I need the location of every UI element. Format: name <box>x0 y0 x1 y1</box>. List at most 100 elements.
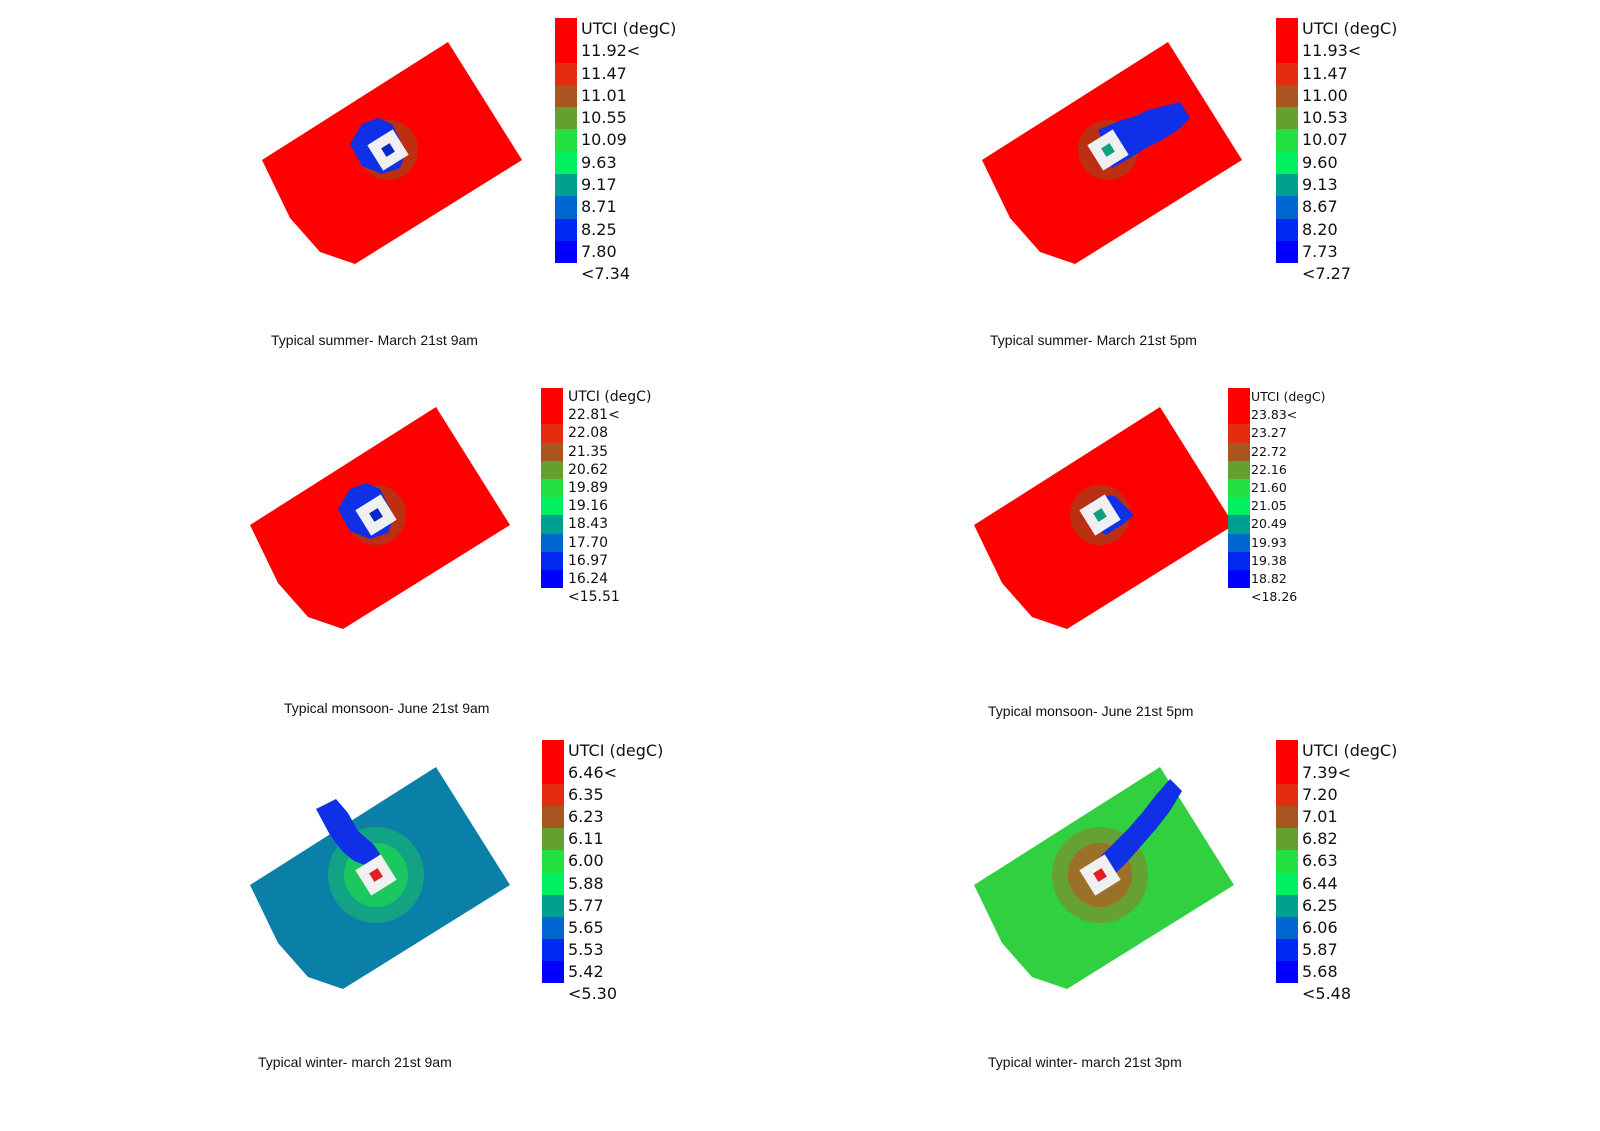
building-courtyard <box>369 868 383 882</box>
building <box>355 854 397 896</box>
legend-swatch <box>542 872 564 895</box>
panel-caption: Typical monsoon- June 21st 5pm <box>988 703 1194 719</box>
legend-label: 22.72 <box>1251 443 1287 459</box>
legend-label: 7.39< <box>1302 763 1352 783</box>
legend-swatch <box>541 569 563 589</box>
legend-swatch <box>555 240 577 264</box>
legend-label: 6.25 <box>1302 895 1338 915</box>
legend-swatch <box>1276 872 1298 895</box>
legend-label: 6.23 <box>568 807 604 827</box>
legend-swatch <box>542 762 564 785</box>
legend-color-bar <box>1276 18 1298 264</box>
legend-swatch <box>1276 107 1298 130</box>
legend-label: 8.71 <box>581 197 617 217</box>
legend-label: <7.27 <box>1302 264 1352 284</box>
legend-swatch <box>541 406 563 425</box>
legend-swatch <box>542 740 564 763</box>
legend-title: UTCI (degC) <box>581 19 677 38</box>
legend-label: 5.88 <box>568 873 604 893</box>
legend-swatch <box>1228 406 1250 425</box>
utci-map <box>250 407 510 629</box>
legend-swatch <box>542 916 564 939</box>
legend-label: 18.43 <box>568 516 609 533</box>
panel-caption: Typical winter- march 21st 9am <box>258 1054 452 1070</box>
shadow-zone <box>316 799 382 867</box>
legend-swatch <box>542 938 564 961</box>
legend-swatch <box>1276 740 1298 763</box>
legend-label: 16.97 <box>568 552 609 569</box>
legend-label: 6.35 <box>568 785 604 805</box>
legend-label: 9.60 <box>1302 152 1338 172</box>
legend-label: 5.53 <box>568 939 604 959</box>
legend-swatch <box>541 497 563 516</box>
legend-label: 21.35 <box>568 443 609 460</box>
legend-label: 9.17 <box>581 175 617 195</box>
legend-swatch <box>542 960 564 984</box>
legend-swatch <box>555 18 577 41</box>
legend-swatch <box>1276 40 1298 63</box>
utci-map <box>974 407 1234 629</box>
building <box>1079 494 1121 536</box>
legend-swatch <box>1228 569 1250 589</box>
legend-swatch <box>541 533 563 552</box>
legend-label: <5.48 <box>1302 984 1352 1004</box>
legend-label: 5.68 <box>1302 961 1338 981</box>
legend-label: 8.20 <box>1302 219 1338 239</box>
legend-color-bar <box>1228 388 1250 589</box>
legend-swatch <box>1276 218 1298 241</box>
legend-label: 20.62 <box>568 461 609 478</box>
legend-swatch <box>1276 240 1298 264</box>
legend-label: 19.16 <box>568 498 609 515</box>
legend-label: 7.01 <box>1302 807 1338 827</box>
building-courtyard <box>1101 143 1115 157</box>
legend-label: 17.70 <box>568 534 609 551</box>
legend-label: 11.92< <box>581 41 641 61</box>
legend-swatch <box>1276 196 1298 219</box>
legend-swatch <box>1228 551 1250 570</box>
legend-label: 20.49 <box>1251 516 1287 532</box>
legend-label: 6.44 <box>1302 873 1338 893</box>
legend-label: 7.80 <box>581 241 617 261</box>
legend-swatch <box>541 478 563 498</box>
legend-swatch <box>1228 388 1250 407</box>
legend-label: 5.77 <box>568 895 604 915</box>
building <box>1079 854 1121 896</box>
legend-label: 6.46< <box>568 763 618 783</box>
legend-label: 11.47 <box>581 63 627 83</box>
legend-swatch <box>541 442 563 461</box>
legend-swatch <box>1228 533 1250 552</box>
legend-label: 19.89 <box>568 479 609 496</box>
legend-label: 11.47 <box>1302 63 1348 83</box>
legend-swatch <box>1276 62 1298 85</box>
legend-swatch <box>1228 478 1250 498</box>
legend-title: UTCI (degC) <box>568 389 652 405</box>
legend-color-bar <box>555 18 577 264</box>
legend-label: <5.30 <box>568 984 618 1004</box>
shadow-zone <box>1088 779 1182 883</box>
legend-swatch <box>1228 460 1250 479</box>
utci-map <box>982 42 1242 264</box>
legend-swatch <box>1276 960 1298 984</box>
legend-color-bar <box>542 740 564 984</box>
legend-label: 23.27 <box>1251 425 1287 441</box>
legend-swatch <box>555 218 577 241</box>
panel-caption: Typical monsoon- June 21st 9am <box>284 700 490 716</box>
building-courtyard <box>369 508 383 522</box>
building <box>1087 129 1129 171</box>
legend-swatch <box>541 551 563 570</box>
legend-label: 22.16 <box>1251 461 1287 477</box>
legend-label: 6.00 <box>568 851 604 871</box>
legend-swatch <box>1276 762 1298 785</box>
legend-label: 5.65 <box>568 917 604 937</box>
legend-swatch <box>1228 515 1250 534</box>
legend-label: 6.11 <box>568 829 604 849</box>
legend-label: <7.34 <box>581 264 631 284</box>
legend-label: 8.25 <box>581 219 617 239</box>
legend-swatch <box>542 806 564 829</box>
legend-color-bar <box>541 388 563 589</box>
legend-swatch <box>555 151 577 175</box>
legend-label: 10.07 <box>1302 130 1348 150</box>
legend-swatch <box>555 84 577 108</box>
legend-swatch <box>542 894 564 917</box>
legend-swatch <box>1276 806 1298 829</box>
